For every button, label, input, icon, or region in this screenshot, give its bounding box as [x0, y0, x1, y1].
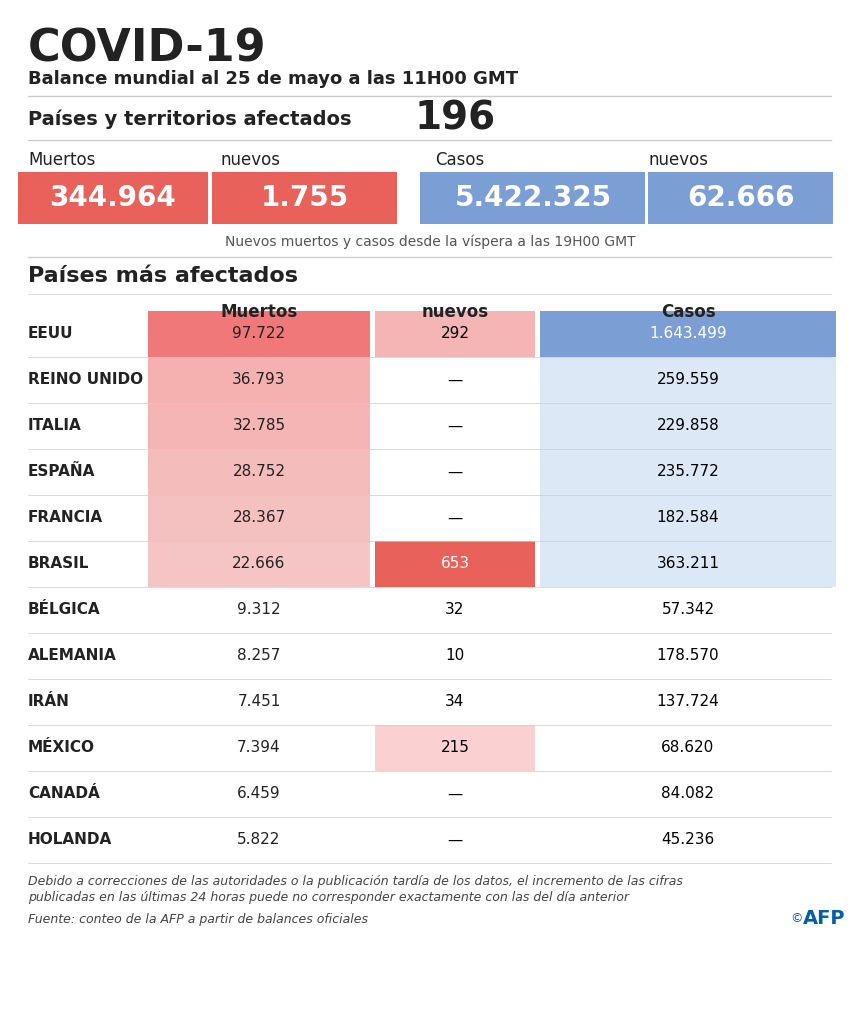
- Text: 62.666: 62.666: [687, 184, 795, 212]
- Text: publicadas en las últimas 24 horas puede no corresponder exactamente con las del: publicadas en las últimas 24 horas puede…: [28, 891, 629, 903]
- Text: 57.342: 57.342: [661, 602, 715, 617]
- Text: —: —: [448, 373, 463, 387]
- Text: 229.858: 229.858: [656, 419, 719, 433]
- Text: 182.584: 182.584: [656, 511, 719, 525]
- Text: nuevos: nuevos: [648, 151, 708, 169]
- FancyBboxPatch shape: [540, 403, 836, 449]
- Text: ITALIA: ITALIA: [28, 419, 82, 433]
- Text: CANADÁ: CANADÁ: [28, 786, 100, 802]
- FancyBboxPatch shape: [540, 495, 836, 541]
- Text: 137.724: 137.724: [656, 694, 719, 710]
- FancyBboxPatch shape: [18, 172, 208, 224]
- Text: MÉXICO: MÉXICO: [28, 740, 95, 756]
- Text: Fuente: conteo de la AFP a partir de balances oficiales: Fuente: conteo de la AFP a partir de bal…: [28, 912, 368, 926]
- FancyBboxPatch shape: [540, 541, 836, 587]
- Text: 36.793: 36.793: [232, 373, 286, 387]
- FancyBboxPatch shape: [148, 541, 370, 587]
- FancyBboxPatch shape: [540, 311, 836, 357]
- Text: nuevos: nuevos: [422, 303, 489, 321]
- FancyBboxPatch shape: [148, 357, 370, 403]
- Text: Países y territorios afectados: Países y territorios afectados: [28, 110, 351, 129]
- Text: Nuevos muertos y casos desde la víspera a las 19H00 GMT: Nuevos muertos y casos desde la víspera …: [225, 234, 636, 249]
- FancyBboxPatch shape: [540, 357, 836, 403]
- FancyBboxPatch shape: [540, 449, 836, 495]
- Text: 32.785: 32.785: [233, 419, 285, 433]
- Text: Casos: Casos: [435, 151, 484, 169]
- Text: AFP: AFP: [803, 909, 845, 929]
- Text: HOLANDA: HOLANDA: [28, 833, 113, 848]
- Text: —: —: [448, 465, 463, 479]
- Text: BÉLGICA: BÉLGICA: [28, 602, 101, 617]
- Text: Balance mundial al 25 de mayo a las 11H00 GMT: Balance mundial al 25 de mayo a las 11H0…: [28, 70, 518, 88]
- Text: 5.422.325: 5.422.325: [454, 184, 612, 212]
- Text: 7.451: 7.451: [237, 694, 281, 710]
- Text: 5.822: 5.822: [237, 833, 281, 848]
- Text: 292: 292: [441, 327, 470, 341]
- Text: 235.772: 235.772: [656, 465, 719, 479]
- Text: 215: 215: [441, 740, 469, 756]
- Text: —: —: [448, 511, 463, 525]
- Text: 1.643.499: 1.643.499: [649, 327, 727, 341]
- Text: 34: 34: [445, 694, 465, 710]
- Text: Debido a correcciones de las autoridades o la publicación tardía de los datos, e: Debido a correcciones de las autoridades…: [28, 874, 683, 888]
- Text: Muertos: Muertos: [221, 303, 297, 321]
- Text: IRÁN: IRÁN: [28, 694, 70, 710]
- Text: 259.559: 259.559: [656, 373, 720, 387]
- Text: EEUU: EEUU: [28, 327, 74, 341]
- FancyBboxPatch shape: [148, 495, 370, 541]
- Text: Muertos: Muertos: [28, 151, 95, 169]
- Text: 22.666: 22.666: [232, 556, 286, 571]
- Text: 97.722: 97.722: [233, 327, 285, 341]
- FancyBboxPatch shape: [148, 449, 370, 495]
- FancyBboxPatch shape: [375, 725, 535, 771]
- FancyBboxPatch shape: [212, 172, 397, 224]
- Text: —: —: [448, 833, 463, 848]
- Text: 28.752: 28.752: [233, 465, 285, 479]
- Text: Países más afectados: Países más afectados: [28, 266, 298, 286]
- Text: 196: 196: [415, 100, 497, 138]
- Text: 9.312: 9.312: [237, 602, 281, 617]
- FancyBboxPatch shape: [375, 541, 535, 587]
- Text: REINO UNIDO: REINO UNIDO: [28, 373, 143, 387]
- Text: 7.394: 7.394: [237, 740, 281, 756]
- FancyBboxPatch shape: [375, 311, 535, 357]
- Text: Casos: Casos: [661, 303, 716, 321]
- FancyBboxPatch shape: [148, 311, 370, 357]
- Text: 8.257: 8.257: [237, 648, 281, 664]
- Text: COVID-19: COVID-19: [28, 28, 266, 71]
- Text: 178.570: 178.570: [656, 648, 719, 664]
- Text: 84.082: 84.082: [661, 786, 715, 802]
- Text: BRASIL: BRASIL: [28, 556, 89, 571]
- Text: 28.367: 28.367: [233, 511, 286, 525]
- FancyBboxPatch shape: [148, 403, 370, 449]
- Text: 45.236: 45.236: [661, 833, 715, 848]
- Text: 1.755: 1.755: [261, 184, 349, 212]
- Text: ALEMANIA: ALEMANIA: [28, 648, 117, 664]
- FancyBboxPatch shape: [420, 172, 645, 224]
- Text: 6.459: 6.459: [237, 786, 281, 802]
- Text: 344.964: 344.964: [50, 184, 176, 212]
- Text: 32: 32: [445, 602, 465, 617]
- Text: 653: 653: [441, 556, 470, 571]
- Text: 10: 10: [445, 648, 465, 664]
- Text: 68.620: 68.620: [661, 740, 715, 756]
- FancyBboxPatch shape: [648, 172, 833, 224]
- Text: —: —: [448, 786, 463, 802]
- Text: nuevos: nuevos: [220, 151, 280, 169]
- Text: ESPAÑA: ESPAÑA: [28, 465, 95, 479]
- Text: FRANCIA: FRANCIA: [28, 511, 103, 525]
- Text: ©: ©: [790, 912, 802, 926]
- Text: 363.211: 363.211: [656, 556, 720, 571]
- Text: —: —: [448, 419, 463, 433]
